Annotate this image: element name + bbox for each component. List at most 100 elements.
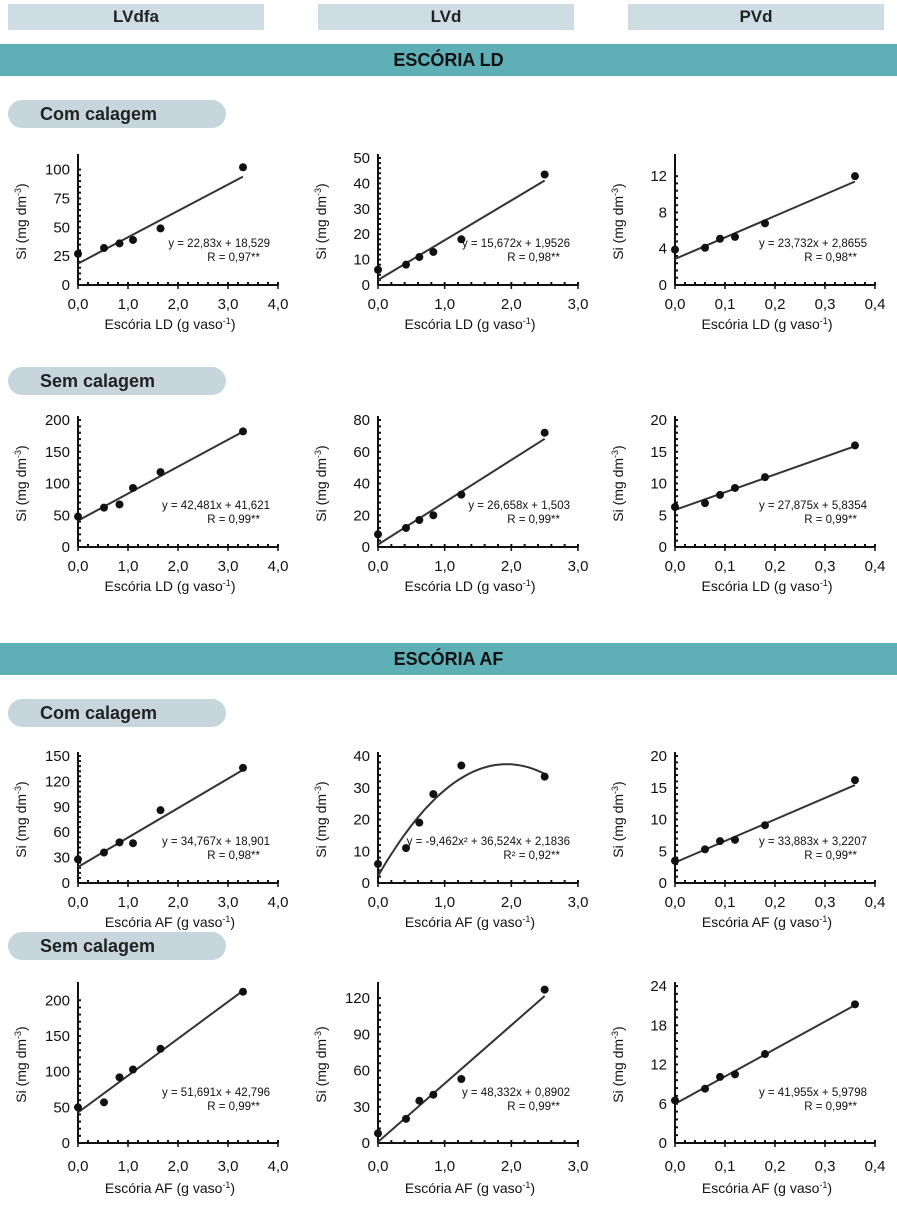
data-point <box>100 503 108 512</box>
x-tick-label: 0,3 <box>815 558 836 575</box>
x-tick-label: 0,0 <box>665 1158 686 1175</box>
x-tick-label: 2,0 <box>501 1158 522 1175</box>
x-axis-label: Escória LD (g vaso-1) <box>405 578 536 594</box>
y-tick-label: 4 <box>659 241 667 258</box>
x-tick-label: 0,4 <box>865 1158 886 1175</box>
section-escoria-af: ESCÓRIA AF <box>0 643 897 675</box>
data-point <box>540 428 549 437</box>
x-tick-label: 4,0 <box>268 1158 289 1175</box>
pill-af-com-calagem: Com calagem <box>8 699 226 727</box>
y-tick-label: 120 <box>45 773 70 790</box>
x-axis-label: Escória LD (g vaso-1) <box>702 578 833 594</box>
y-axis-label: Si (mg dm-3) <box>313 1026 329 1102</box>
y-tick-label: 30 <box>53 850 70 867</box>
data-point <box>716 1072 724 1081</box>
x-tick-label: 0,0 <box>68 1158 89 1175</box>
y-tick-label: 10 <box>353 843 370 860</box>
data-point <box>239 763 247 772</box>
x-tick-label: 0,0 <box>368 894 389 911</box>
chart-ld-sem-pvd: 0,0 0,1 0,2 0,3 0,4 0 5 10 15 20 Escória LD (g vas… <box>610 412 885 594</box>
x-tick-label: 0,0 <box>665 558 686 575</box>
x-tick-label: 3,0 <box>218 296 239 313</box>
data-point <box>100 848 108 857</box>
y-tick-label: 10 <box>650 476 667 493</box>
data-point <box>716 234 724 243</box>
x-tick-label: 0,3 <box>815 894 836 911</box>
y-tick-label: 60 <box>353 444 370 461</box>
x-tick-label: 1,0 <box>434 894 455 911</box>
x-tick-label: 4,0 <box>268 558 289 575</box>
column-header-pvd: PVd <box>628 4 884 30</box>
chart-af-sem-pvd: 0,0 0,1 0,2 0,3 0,4 0 6 12 18 24 Escória AF (g vas… <box>610 978 886 1196</box>
x-tick-label: 1,0 <box>434 558 455 575</box>
data-point <box>540 772 549 781</box>
y-tick-label: 0 <box>62 277 70 294</box>
x-tick-label: 0,1 <box>715 894 736 911</box>
x-tick-label: 2,0 <box>168 1158 189 1175</box>
x-tick-label: 2,0 <box>501 296 522 313</box>
y-tick-label: 90 <box>353 1026 370 1043</box>
data-point <box>156 806 165 815</box>
data-point <box>457 235 466 244</box>
y-tick-label: 24 <box>650 978 667 995</box>
y-tick-label: 50 <box>53 219 70 236</box>
regression-r: R = 0,99** <box>507 1101 560 1113</box>
data-point <box>457 1074 466 1083</box>
data-point <box>415 1096 424 1105</box>
y-tick-label: 80 <box>353 412 370 429</box>
data-point <box>701 845 709 854</box>
data-point <box>415 516 424 525</box>
trend-line <box>377 763 546 877</box>
x-tick-label: 0,0 <box>665 894 686 911</box>
x-tick-label: 0,1 <box>715 558 736 575</box>
data-point <box>716 490 724 499</box>
y-tick-label: 75 <box>53 190 70 207</box>
regression-equation: y = 22,83x + 18,529 <box>168 238 270 250</box>
chart-af-com-lvdfa: 0,0 1,0 2,0 3,0 4,0 0 30 60 90 120 150 Escória AF (… <box>13 748 288 930</box>
y-axis-label: Si (mg dm-3) <box>610 781 626 857</box>
x-axis-label: Escória AF (g vaso-1) <box>405 1180 535 1196</box>
data-point <box>415 818 424 827</box>
y-tick-label: 50 <box>353 150 370 167</box>
data-point <box>671 1096 679 1105</box>
x-axis-label: Escória AF (g vaso-1) <box>405 914 535 930</box>
data-point <box>402 844 410 853</box>
data-point <box>851 776 859 785</box>
y-axis-label: Si (mg dm-3) <box>610 445 626 521</box>
data-point <box>761 473 769 482</box>
y-tick-label: 18 <box>650 1017 667 1034</box>
data-point <box>540 985 549 994</box>
data-point <box>731 232 739 241</box>
y-tick-label: 50 <box>53 1099 70 1116</box>
x-axis-label: Escória AF (g vaso-1) <box>105 1180 235 1196</box>
data-point <box>429 790 438 799</box>
data-point <box>671 502 679 511</box>
regression-equation: y = 51,691x + 42,796 <box>162 1087 270 1099</box>
chart-af-sem-lvd: 0,0 1,0 2,0 3,0 0 30 60 90 120 Escória AF (g vaso… <box>313 982 588 1196</box>
y-tick-label: 150 <box>45 1028 70 1045</box>
y-tick-label: 150 <box>45 748 70 765</box>
y-tick-label: 20 <box>353 812 370 829</box>
x-tick-label: 0,0 <box>368 1158 389 1175</box>
x-tick-label: 3,0 <box>218 1158 239 1175</box>
y-tick-label: 60 <box>53 824 70 841</box>
data-point <box>851 1000 859 1009</box>
x-tick-label: 1,0 <box>118 558 139 575</box>
y-tick-label: 30 <box>353 780 370 797</box>
data-point <box>156 468 165 477</box>
data-point <box>374 859 382 868</box>
data-point <box>415 253 424 262</box>
data-point <box>129 839 137 848</box>
x-tick-label: 0,1 <box>715 1158 736 1175</box>
x-axis-label: Escória AF (g vaso-1) <box>702 914 832 930</box>
y-axis-label: Si (mg dm-3) <box>13 445 29 521</box>
data-point <box>701 1084 709 1093</box>
x-tick-label: 0,2 <box>765 296 786 313</box>
x-tick-label: 3,0 <box>568 894 589 911</box>
data-point <box>429 247 438 256</box>
data-point <box>115 239 124 248</box>
y-tick-label: 120 <box>345 990 370 1007</box>
x-tick-label: 0,0 <box>68 296 89 313</box>
data-point <box>761 219 769 228</box>
y-tick-label: 60 <box>353 1063 370 1080</box>
